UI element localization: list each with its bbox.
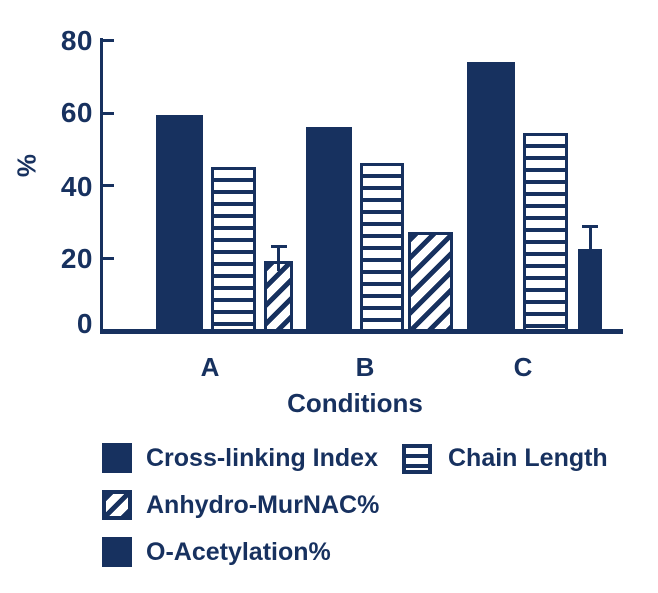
y-tick-label-60: 60 [60, 97, 93, 128]
y-tick-label-20: 20 [60, 243, 93, 274]
legend-label-chain-length: Chain Length [448, 444, 608, 472]
y-tick-40 [103, 184, 114, 187]
legend-swatch-chain-length [402, 444, 432, 474]
y-tick-label-40: 40 [60, 171, 93, 202]
bar-chain-length-a [211, 167, 256, 332]
bar-anhydro-murnac-b [408, 232, 453, 332]
bar-chain-length-c [523, 132, 568, 332]
y-tick-label-0: 0 [76, 308, 93, 339]
y-tick-60 [103, 112, 114, 115]
error-bar-line-c [588, 225, 592, 259]
x-axis-line [100, 329, 623, 334]
y-tick-20 [103, 257, 114, 260]
legend-label-anhydro-murnac: Anhydro-MurNAC% [146, 491, 380, 519]
y-axis-line [100, 38, 103, 334]
error-bar-cap-a [270, 245, 287, 248]
y-axis-title: % [11, 153, 42, 178]
y-tick-label-80: 80 [60, 25, 93, 56]
bar-cross-linking-index-a [156, 114, 203, 332]
error-bar-line-a [277, 245, 280, 272]
legend-label-o-acetylation: O-Acetylation% [146, 538, 331, 566]
y-tick-80 [103, 39, 114, 42]
error-bar-cap-c [582, 225, 598, 229]
legend-swatch-anhydro-murnac [102, 490, 132, 520]
bar-o-acetylation-c [578, 248, 602, 332]
legend-swatch-o-acetylation [102, 537, 132, 567]
x-tick-label-b: B [355, 352, 375, 382]
x-axis-title: Conditions [287, 388, 423, 418]
x-tick-label-a: A [200, 352, 220, 382]
bar-anhydro-murnac-a [264, 261, 293, 332]
bar-cross-linking-index-b [306, 127, 352, 332]
legend-label-cross-linking-index: Cross-linking Index [146, 444, 378, 472]
x-tick-label-c: C [513, 352, 533, 382]
bar-cross-linking-index-c [467, 61, 515, 332]
legend-swatch-cross-linking-index [102, 443, 132, 473]
bar-chain-length-b [360, 163, 404, 332]
